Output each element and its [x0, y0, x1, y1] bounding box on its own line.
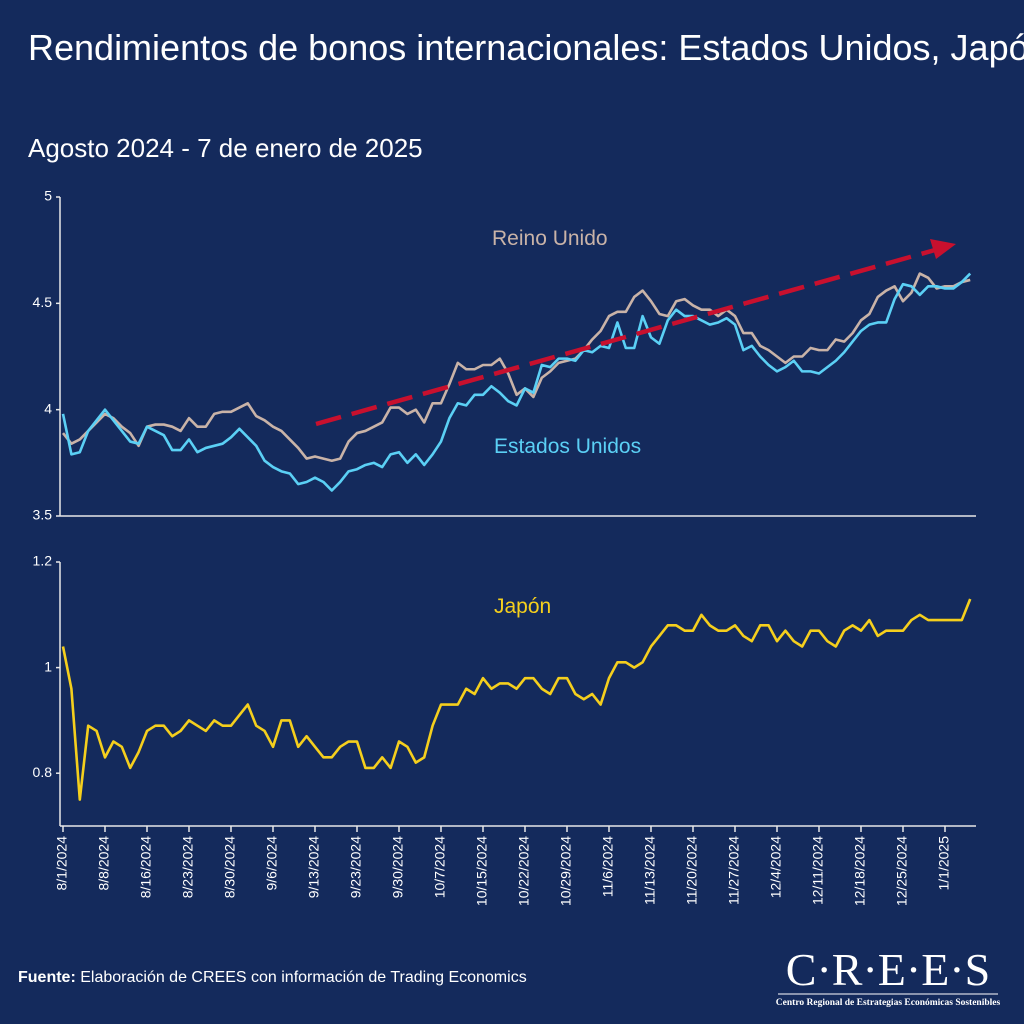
x-tick-label: 10/22/2024 — [516, 836, 532, 906]
source-text: Elaboración de CREES con información de … — [80, 969, 526, 986]
series-line — [61, 272, 972, 492]
x-tick-label: 8/16/2024 — [138, 836, 154, 898]
y-tick-label: 4.5 — [33, 294, 53, 310]
x-tick-label: 9/13/2024 — [306, 836, 322, 898]
x-tick-label: 8/23/2024 — [180, 836, 196, 898]
logo: C·R·E·E·S — [786, 944, 990, 995]
x-tick-label: 8/30/2024 — [222, 836, 238, 898]
trend-arrow — [315, 247, 936, 427]
x-tick-label: 10/29/2024 — [558, 836, 574, 906]
trend-arrowhead — [930, 239, 956, 259]
series-label: Estados Unidos — [494, 435, 641, 458]
x-tick-label: 9/30/2024 — [390, 836, 406, 898]
y-tick-label: 3.5 — [33, 507, 53, 523]
x-tick-label: 12/25/2024 — [894, 836, 910, 906]
y-tick-label: 1.2 — [33, 553, 53, 569]
x-tick-label: 11/6/2024 — [600, 836, 616, 897]
x-tick-label: 11/27/2024 — [726, 836, 742, 905]
series-label: Japón — [494, 595, 551, 618]
chart-title: Rendimientos de bonos internacionales: E… — [28, 27, 1024, 68]
series-label: Reino Unido — [492, 227, 608, 250]
x-tick-label: 11/13/2024 — [642, 836, 658, 905]
x-tick-label: 8/1/2024 — [54, 836, 70, 891]
y-tick-label: 4 — [44, 400, 52, 416]
x-tick-label: 12/18/2024 — [852, 836, 868, 906]
x-tick-label: 9/23/2024 — [348, 836, 364, 898]
logo-subtitle: Centro Regional de Estrategias Económica… — [776, 998, 1001, 1008]
source-label: Fuente: — [18, 969, 76, 986]
x-tick-label: 9/6/2024 — [264, 836, 280, 891]
x-tick-label: 12/11/2024 — [810, 836, 826, 905]
y-tick-label: 0.8 — [33, 764, 53, 780]
source: Fuente: Elaboración de CREES con informa… — [18, 969, 527, 986]
series-line — [61, 598, 972, 801]
x-tick-label: 1/1/2025 — [936, 836, 952, 891]
series-line — [61, 272, 971, 463]
x-tick-label: 11/20/2024 — [684, 836, 700, 905]
x-tick-label: 12/4/2024 — [768, 836, 784, 898]
chart-subtitle: Agosto 2024 - 7 de enero de 2025 — [28, 133, 423, 163]
y-tick-label: 1 — [44, 658, 52, 674]
x-tick-label: 10/15/2024 — [474, 836, 490, 906]
y-tick-label: 5 — [44, 188, 52, 204]
x-tick-label: 8/8/2024 — [96, 836, 112, 891]
x-tick-label: 10/7/2024 — [432, 836, 448, 898]
